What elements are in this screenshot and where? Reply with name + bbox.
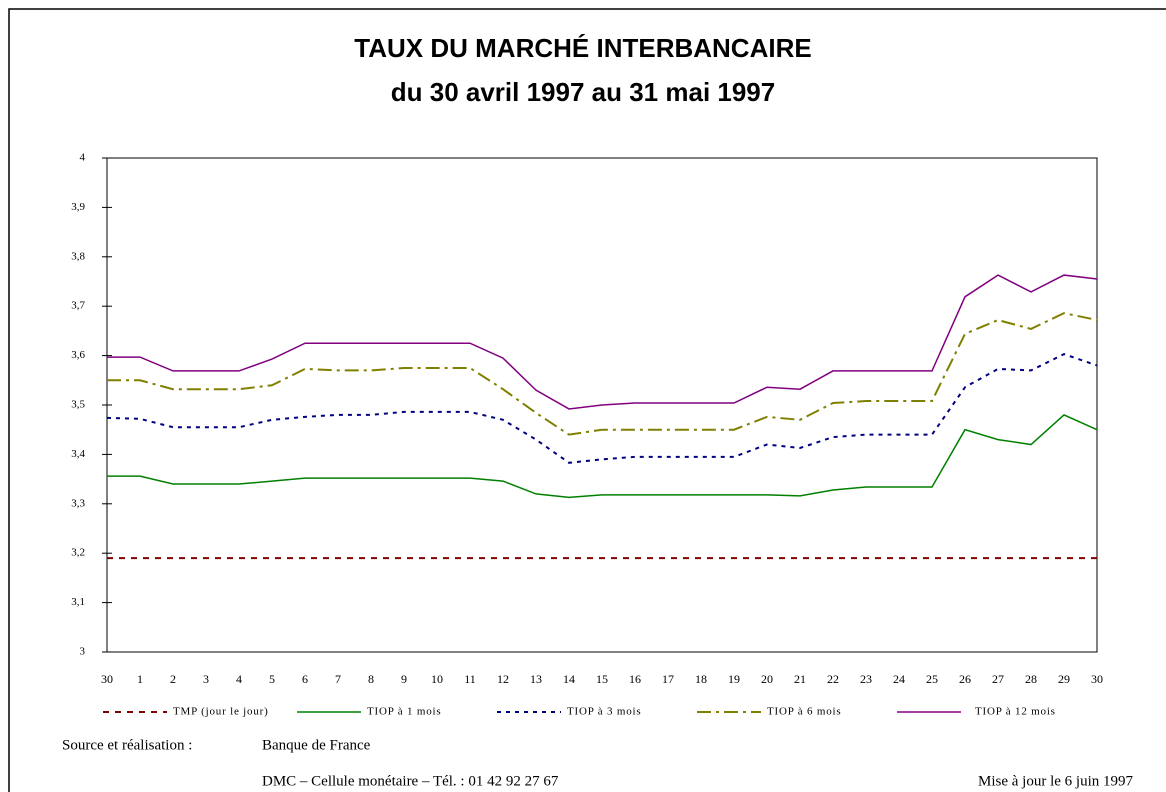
y-tick-label: 3 xyxy=(80,646,86,658)
x-tick-label: 27 xyxy=(992,672,1004,686)
contact: DMC – Cellule monétaire – Tél. : 01 42 9… xyxy=(262,773,559,789)
x-tick-label: 22 xyxy=(827,672,839,686)
x-tick-label: 20 xyxy=(761,672,773,686)
x-tick-label: 21 xyxy=(794,672,806,686)
y-tick-label: 3,9 xyxy=(71,201,85,213)
x-tick-label: 30 xyxy=(101,672,113,686)
x-tick-label: 4 xyxy=(236,672,242,686)
x-tick-label: 9 xyxy=(401,672,407,686)
x-tick-label: 15 xyxy=(596,672,608,686)
x-tick-label: 5 xyxy=(269,672,275,686)
x-tick-label: 6 xyxy=(302,672,308,686)
x-tick-label: 11 xyxy=(464,672,476,686)
x-tick-label: 10 xyxy=(431,672,443,686)
y-tick-label: 3,3 xyxy=(71,497,85,509)
chart-title: TAUX DU MARCHÉ INTERBANCAIRE xyxy=(354,33,811,63)
y-tick-label: 3,8 xyxy=(71,250,85,262)
series-line xyxy=(106,353,1098,464)
update: Mise à jour le 6 juin 1997 xyxy=(978,773,1133,789)
y-tick-label: 3,4 xyxy=(71,448,85,460)
series-line xyxy=(107,274,1098,410)
legend-label: TIOP à 12 mois xyxy=(975,706,1056,718)
x-tick-label: 16 xyxy=(629,672,641,686)
x-tick-label: 30 xyxy=(1091,672,1103,686)
x-tick-label: 3 xyxy=(203,672,209,686)
frame xyxy=(8,8,1166,792)
x-tick-label: 25 xyxy=(926,672,938,686)
x-tick-label: 23 xyxy=(860,672,872,686)
x-tick-label: 13 xyxy=(530,672,542,686)
x-tick-label: 24 xyxy=(893,672,905,686)
legend-label: TMP (jour le jour) xyxy=(173,706,269,718)
x-tick-label: 18 xyxy=(695,672,707,686)
x-tick-label: 28 xyxy=(1025,672,1037,686)
y-tick-label: 3,6 xyxy=(71,349,85,361)
x-tick-label: 12 xyxy=(497,672,509,686)
legend-label: TIOP à 1 mois xyxy=(367,706,441,718)
x-tick-label: 14 xyxy=(563,672,575,686)
legend-label: TIOP à 6 mois xyxy=(767,706,841,718)
y-tick-label: 3,1 xyxy=(71,596,85,608)
y-tick-label: 3,5 xyxy=(71,399,85,411)
y-tick-label: 3,7 xyxy=(71,300,85,312)
x-tick-label: 29 xyxy=(1058,672,1070,686)
x-tick-label: 1 xyxy=(137,672,143,686)
x-tick-label: 2 xyxy=(170,672,176,686)
x-tick-label: 17 xyxy=(662,672,674,686)
series-line xyxy=(107,413,1098,499)
legend-label: TIOP à 3 mois xyxy=(567,706,641,718)
x-tick-label: 26 xyxy=(959,672,971,686)
x-tick-label: 7 xyxy=(335,672,341,686)
source: Banque de France xyxy=(262,737,371,753)
series-line xyxy=(107,312,1098,436)
y-tick-label: 3,2 xyxy=(71,547,85,559)
source-label: Source et réalisation : xyxy=(62,737,192,753)
x-tick-label: 19 xyxy=(728,672,740,686)
x-tick-label: 8 xyxy=(368,672,374,686)
y-tick-label: 4 xyxy=(80,152,86,164)
chart-subtitle: du 30 avril 1997 au 31 mai 1997 xyxy=(391,77,775,107)
